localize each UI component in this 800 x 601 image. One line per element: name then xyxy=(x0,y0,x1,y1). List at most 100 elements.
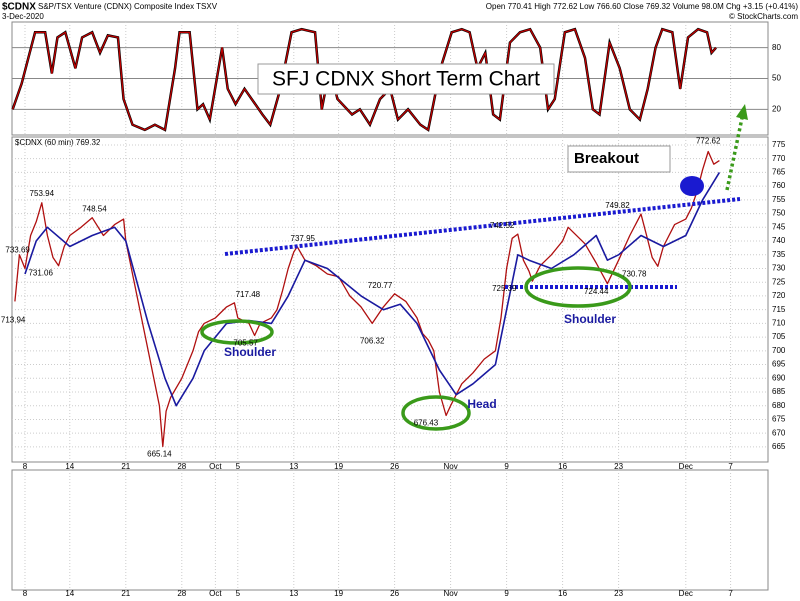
y-tick-label: 740 xyxy=(772,236,786,245)
y-tick-label: 715 xyxy=(772,305,786,314)
x-tick-label: 26 xyxy=(390,589,399,598)
y-tick-label: 675 xyxy=(772,415,786,424)
price-label: 725.39 xyxy=(492,284,517,293)
annotation: Breakout xyxy=(574,150,639,167)
y-tick-label: 695 xyxy=(772,360,786,369)
y-tick-label: 750 xyxy=(772,209,786,218)
trend-arrow xyxy=(725,117,744,191)
price-label: 665.14 xyxy=(147,450,172,459)
x-tick-label: 13 xyxy=(289,462,298,471)
x-tick-label: 9 xyxy=(504,589,509,598)
x-tick-label: 13 xyxy=(289,589,298,598)
price-label: 706.32 xyxy=(360,337,385,346)
y-tick-label: 700 xyxy=(772,346,786,355)
x-tick-label: Nov xyxy=(443,462,457,471)
y-tick-label: 720 xyxy=(772,291,786,300)
price-label: 717.48 xyxy=(236,290,261,299)
y-tick-label: 730 xyxy=(772,264,786,273)
neckline xyxy=(224,197,741,256)
x-tick-label: 21 xyxy=(121,462,130,471)
y-tick-label: 685 xyxy=(772,387,786,396)
price-label: 724.44 xyxy=(584,287,609,296)
x-tick-label: Nov xyxy=(443,589,457,598)
x-tick-label: 19 xyxy=(334,462,343,471)
credit: © StockCharts.com xyxy=(729,12,798,21)
price-label: 705.57 xyxy=(233,339,258,348)
x-tick-label: 9 xyxy=(504,462,509,471)
x-tick-label: 16 xyxy=(558,589,567,598)
x-tick-label: 7 xyxy=(728,589,733,598)
x-tick-label: 14 xyxy=(65,589,74,598)
x-tick-label: Dec xyxy=(679,589,693,598)
x-tick-label: Dec xyxy=(679,462,693,471)
y-tick-label: 770 xyxy=(772,154,786,163)
x-tick-label: 19 xyxy=(334,589,343,598)
chart-title: SFJ CDNX Short Term Chart xyxy=(272,68,540,91)
breakout-marker xyxy=(680,176,704,196)
lower-panel xyxy=(11,469,769,591)
callout-box xyxy=(567,145,671,173)
oscillator-line xyxy=(12,28,717,131)
x-tick-label: 28 xyxy=(177,462,186,471)
x-tick-label: Oct xyxy=(209,589,222,598)
quote: Open 770.41 High 772.62 Low 766.60 Close… xyxy=(486,2,799,11)
panel-label: $CDNX (60 min) 769.32 xyxy=(15,138,101,147)
price-label: 733.69 xyxy=(5,245,30,254)
pattern-ellipse xyxy=(524,266,632,308)
x-tick-label: 23 xyxy=(614,462,623,471)
price-label: 730.78 xyxy=(622,269,647,278)
x-tick-label: 23 xyxy=(614,589,623,598)
y-tick-label: 745 xyxy=(772,222,786,231)
y-tick-label: 755 xyxy=(772,195,786,204)
y-tick-label: 765 xyxy=(772,168,786,177)
y-tick-label: 710 xyxy=(772,318,786,327)
y-tick-label: 680 xyxy=(772,401,786,410)
moving-average xyxy=(24,171,721,407)
price-label: 713.94 xyxy=(1,316,26,325)
y-tick-label: 670 xyxy=(772,428,786,437)
y-tick-label: 665 xyxy=(772,442,786,451)
pattern-ellipse xyxy=(401,395,471,431)
x-tick-label: 28 xyxy=(177,589,186,598)
price-label: 742.52 xyxy=(490,221,515,230)
x-tick-label: 21 xyxy=(121,589,130,598)
y-tick-label: 760 xyxy=(772,181,786,190)
y-tick-label: 50 xyxy=(772,74,781,83)
y-tick-label: 705 xyxy=(772,332,786,341)
price-label: 753.94 xyxy=(30,189,55,198)
price-label: 720.77 xyxy=(368,281,393,290)
symbol: $CDNX xyxy=(2,2,36,13)
index-name: S&P/TSX Venture (CDNX) Composite Index T… xyxy=(38,2,218,11)
x-tick-label: 14 xyxy=(65,462,74,471)
annotation: Shoulder xyxy=(564,312,616,326)
y-tick-label: 20 xyxy=(772,104,781,113)
x-tick-label: 16 xyxy=(558,462,567,471)
x-tick-label: 7 xyxy=(728,462,733,471)
price-label: 749.82 xyxy=(605,201,630,210)
y-tick-label: 735 xyxy=(772,250,786,259)
y-tick-label: 80 xyxy=(772,43,781,52)
pattern-ellipse xyxy=(200,319,274,345)
date: 3-Dec-2020 xyxy=(2,12,44,21)
price-label: 748.54 xyxy=(82,205,107,214)
x-tick-label: 8 xyxy=(23,589,28,598)
price-label: 731.06 xyxy=(28,269,53,278)
price-label: 772.62 xyxy=(696,137,721,146)
x-tick-label: 8 xyxy=(23,462,28,471)
trend-arrow-head xyxy=(736,104,748,120)
price-label: 737.95 xyxy=(291,234,316,243)
x-tick-label: 5 xyxy=(236,462,241,471)
y-tick-label: 725 xyxy=(772,277,786,286)
x-tick-label: 5 xyxy=(236,589,241,598)
x-tick-label: 26 xyxy=(390,462,399,471)
title-box xyxy=(257,63,555,95)
annotation: Shoulder xyxy=(224,345,276,359)
x-tick-label: Oct xyxy=(209,462,222,471)
y-tick-label: 775 xyxy=(772,140,786,149)
price-panel xyxy=(11,136,769,463)
price-label: 676.43 xyxy=(414,419,439,428)
annotation: Head xyxy=(467,397,496,411)
y-tick-label: 690 xyxy=(772,373,786,382)
